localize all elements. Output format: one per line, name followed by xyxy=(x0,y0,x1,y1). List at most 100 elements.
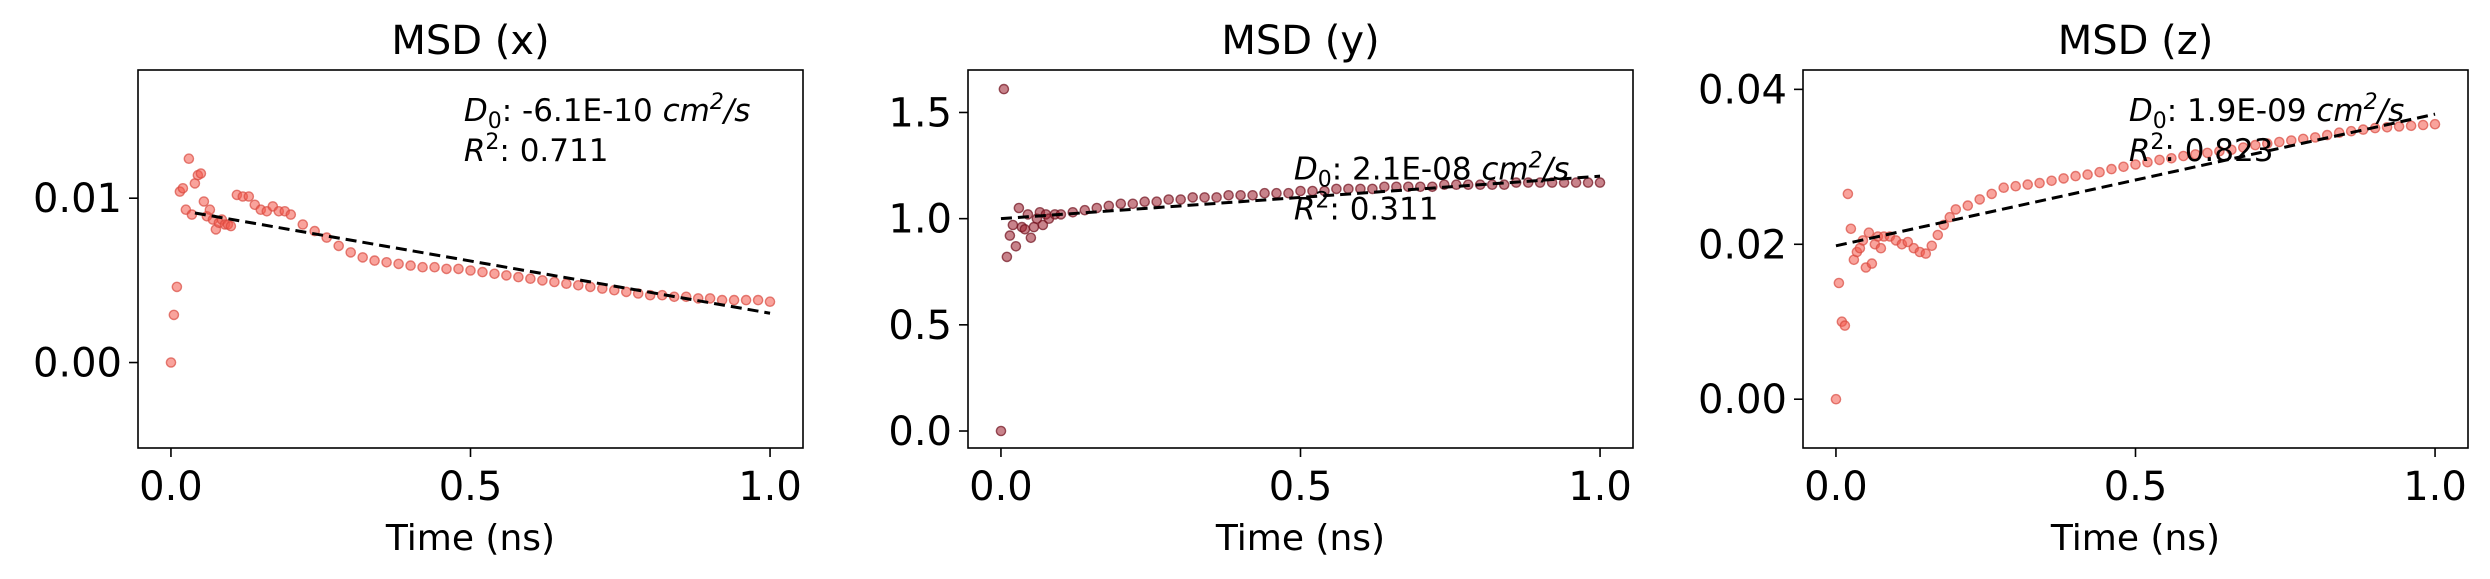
y-tick-label: 1.5 xyxy=(888,90,952,136)
chart-title: MSD (z) xyxy=(2058,18,2214,64)
data-point xyxy=(393,258,404,270)
data-point xyxy=(1295,185,1306,197)
data-point xyxy=(2226,144,2237,156)
data-point xyxy=(1534,177,1546,188)
data-point xyxy=(1259,187,1270,199)
plot-area xyxy=(1830,112,2441,405)
annotation-r2-value: : 0.823 xyxy=(2164,133,2273,169)
data-point xyxy=(764,296,776,308)
data-point xyxy=(995,425,1007,437)
data-point xyxy=(1019,223,1031,235)
annotation-d0-subscript: 0 xyxy=(1318,168,1332,193)
data-point xyxy=(2070,170,2081,182)
data-point xyxy=(1570,177,1582,188)
data-point xyxy=(2249,139,2261,151)
data-point xyxy=(243,191,255,202)
data-point xyxy=(2273,136,2285,148)
data-point xyxy=(204,204,216,215)
data-point xyxy=(2106,163,2117,175)
data-point xyxy=(1283,187,1294,199)
data-point xyxy=(1875,242,1887,254)
data-point xyxy=(740,294,752,306)
data-point xyxy=(1271,187,1282,199)
data-point xyxy=(2142,156,2153,168)
y-tick-label: 0.00 xyxy=(33,341,122,387)
x-tick-label: 0.0 xyxy=(1804,464,1868,510)
data-point xyxy=(417,261,428,273)
data-point xyxy=(501,270,512,281)
data-point xyxy=(429,261,440,273)
data-point xyxy=(537,275,548,286)
annotation-r2-symbol: R xyxy=(464,133,486,169)
x-tick-label: 0.5 xyxy=(2104,464,2168,510)
data-point xyxy=(2393,121,2405,132)
data-point xyxy=(1594,177,1606,188)
annotation-unit: cm xyxy=(663,93,710,129)
data-point xyxy=(1175,194,1186,205)
data-point xyxy=(477,266,488,278)
data-point xyxy=(198,196,210,207)
data-point xyxy=(1025,232,1037,244)
data-point xyxy=(1331,183,1342,195)
data-point xyxy=(1223,189,1234,201)
x-axis-label: Time (ns) xyxy=(2050,518,2220,559)
plot-area xyxy=(995,83,1606,437)
data-point xyxy=(2082,169,2093,180)
annotation-unit-tail: /s xyxy=(721,93,751,129)
annotation-r2: R2: 0.823 xyxy=(2129,130,2274,169)
data-point xyxy=(1004,230,1016,241)
data-point xyxy=(1866,258,1878,269)
y-tick-label: 0.02 xyxy=(1698,222,1787,268)
data-point xyxy=(728,294,740,306)
data-point xyxy=(195,168,207,179)
data-point xyxy=(1235,189,1246,201)
data-point xyxy=(1007,219,1019,231)
y-tick-label: 0.0 xyxy=(888,409,952,455)
y-tick-label: 1.0 xyxy=(888,197,952,243)
y-tick-label: 0.00 xyxy=(1698,377,1787,423)
x-axis-label: Time (ns) xyxy=(385,518,555,559)
y-tick-label: 0.01 xyxy=(33,176,122,222)
data-point xyxy=(998,83,1010,95)
data-point xyxy=(1091,202,1103,214)
data-point xyxy=(333,240,345,252)
annotation-d0-symbol: D xyxy=(2129,93,2153,129)
data-point xyxy=(2034,177,2045,189)
data-point xyxy=(585,281,596,293)
data-point xyxy=(285,209,297,220)
data-point xyxy=(2214,145,2225,157)
x-tick-label: 1.0 xyxy=(1568,464,1632,510)
data-point xyxy=(1151,196,1162,207)
data-point xyxy=(381,256,392,268)
data-point xyxy=(2022,179,2033,190)
annotation-r2: R2: 0.711 xyxy=(464,130,609,169)
annotation-d0-symbol: D xyxy=(464,93,488,129)
data-point xyxy=(1920,248,1932,259)
data-point xyxy=(1863,227,1875,238)
data-point xyxy=(1974,194,1985,205)
data-point xyxy=(2094,166,2105,178)
data-point xyxy=(357,252,369,263)
data-point xyxy=(1037,219,1049,231)
data-point xyxy=(1842,188,1854,200)
data-point xyxy=(165,357,177,368)
x-tick-label: 1.0 xyxy=(738,464,802,510)
data-point xyxy=(177,182,189,194)
annotation-r2-value: : 0.311 xyxy=(1329,192,1438,228)
data-point xyxy=(297,219,309,230)
data-point xyxy=(1902,236,1914,248)
chart-title: MSD (y) xyxy=(1221,18,1379,64)
chart-title: MSD (x) xyxy=(391,18,549,64)
annotation-d0-value: : 1.9E-09 xyxy=(2167,93,2317,129)
data-point xyxy=(513,271,524,283)
data-point xyxy=(2130,159,2141,170)
data-point xyxy=(1582,177,1594,188)
data-point xyxy=(2046,175,2057,187)
data-point xyxy=(2417,119,2429,131)
data-point xyxy=(1998,182,2009,193)
data-point xyxy=(1211,192,1222,203)
annotation-r2-exponent: 2 xyxy=(1315,189,1329,214)
data-point xyxy=(2202,147,2213,159)
fit-line xyxy=(1835,112,2436,248)
data-point xyxy=(1187,192,1198,203)
